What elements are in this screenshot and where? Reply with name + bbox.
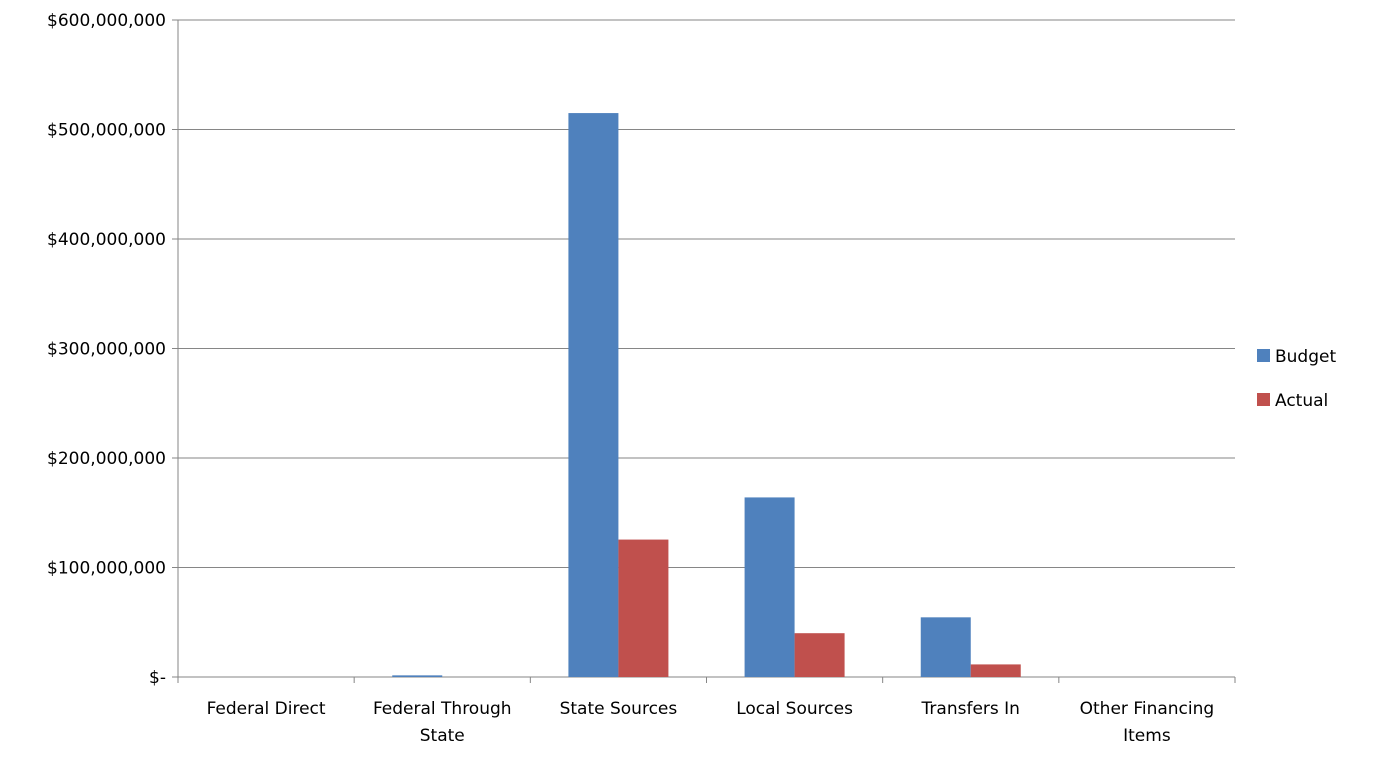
x-tick-label-line: Federal Through <box>373 699 512 719</box>
bar-actual-2 <box>618 539 669 677</box>
x-tick-labels: Federal Direct Federal Through State State … <box>207 699 1215 746</box>
y-tick-label: $200,000,000 <box>47 449 166 469</box>
y-tick-label: $- <box>149 668 166 688</box>
x-tick-label-line: State Sources <box>560 699 678 719</box>
x-tick-label-line: Transfers In <box>921 699 1020 719</box>
x-tick-label: Federal Through State <box>373 699 512 746</box>
y-tick-label: $600,000,000 <box>47 11 166 31</box>
bar-actual-4 <box>970 664 1021 677</box>
axes <box>172 19 1236 683</box>
legend-label: Budget <box>1275 347 1336 367</box>
y-tick-label: $100,000,000 <box>47 559 166 579</box>
x-tick-label: State Sources <box>560 699 678 719</box>
legend: Budget Actual <box>1257 347 1336 411</box>
bar-budget-2 <box>568 113 619 677</box>
legend-item-budget: Budget <box>1257 347 1336 367</box>
x-tick-label-line: State <box>420 726 465 746</box>
gridlines <box>178 19 1235 568</box>
legend-swatch <box>1257 393 1270 406</box>
x-tick-label: Local Sources <box>736 699 853 719</box>
x-tick-label-line: Items <box>1123 726 1171 746</box>
legend-swatch <box>1257 349 1270 362</box>
y-tick-label: $400,000,000 <box>47 230 166 250</box>
bar-budget-3 <box>744 497 795 677</box>
bar-budget-4 <box>920 617 971 677</box>
bar-actual-3 <box>794 633 845 677</box>
x-tick-label: Other Financing Items <box>1080 699 1215 746</box>
bar-budget-1 <box>392 675 443 677</box>
y-tick-label: $300,000,000 <box>47 340 166 360</box>
x-tick-label-line: Other Financing <box>1080 699 1215 719</box>
bars <box>392 113 1021 677</box>
x-tick-label: Transfers In <box>921 699 1020 719</box>
x-tick-label-line: Local Sources <box>736 699 853 719</box>
x-tick-label-line: Federal Direct <box>207 699 326 719</box>
legend-label: Actual <box>1275 391 1328 411</box>
y-tick-label: $500,000,000 <box>47 121 166 141</box>
legend-item-actual: Actual <box>1257 391 1328 411</box>
y-tick-labels: $- $100,000,000 $200,000,000 $300,000,000 $4… <box>47 11 166 688</box>
x-tick-label: Federal Direct <box>207 699 326 719</box>
